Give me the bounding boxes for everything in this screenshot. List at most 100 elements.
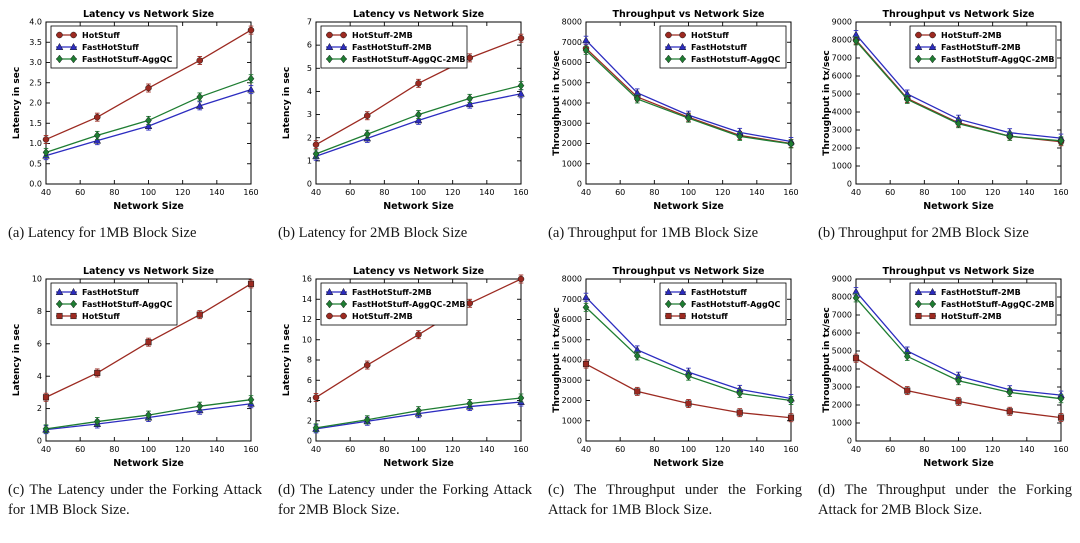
- x-tick-label: 120: [175, 188, 190, 197]
- legend-label: FastHotStuff-2MB: [352, 43, 432, 52]
- figure-caption: (a) Latency for 1MB Block Size: [8, 225, 197, 241]
- latency-forking-1mb-chart: 40 60 80 100 120 140 160 0 2 4 6 8 10 Latency vs Netw…: [12, 266, 259, 469]
- latency-forking-2mb-chart: 40 60 80 100 120 140 160 0 2 4 6 8 10 12 14 16 Latency v…: [282, 266, 529, 469]
- legend-label: FastHotStuff-AggQC-2MB: [352, 300, 466, 309]
- x-tick-label: 40: [311, 188, 321, 197]
- axis-ticks: 40 60 80 100 120 140 160 0 1000 2000 3000 4000 5000 6…: [832, 275, 1069, 454]
- x-tick-label: 80: [379, 445, 389, 454]
- y-tick-label: 1.0: [29, 139, 42, 148]
- x-axis-label: Network Size: [383, 201, 454, 212]
- legend-label: FastHotstuff: [691, 43, 747, 52]
- x-tick-label: 160: [513, 445, 528, 454]
- x-tick-label: 160: [783, 188, 798, 197]
- x-tick-label: 140: [479, 188, 494, 197]
- x-tick-label: 100: [411, 188, 426, 197]
- x-tick-label: 100: [681, 188, 696, 197]
- figure-latency-forking-2mb: 40 60 80 100 120 140 160 0 2 4 6 8 10 12 14 16 Latency v…: [270, 263, 540, 520]
- x-tick-label: 40: [581, 445, 591, 454]
- x-tick-label: 120: [715, 445, 730, 454]
- legend-label: FastHotstuff-AggQC: [691, 300, 781, 309]
- figure-grid: 40 60 80 100 120 140 160 0.0 0.5 1.0 1.5 2.0 2.5 3.0 3…: [0, 6, 1072, 520]
- x-tick-label: 40: [581, 188, 591, 197]
- chart-title: Throughput vs Network Size: [883, 9, 1035, 20]
- x-tick-label: 40: [311, 445, 321, 454]
- legend: FastHotStuff-2MB FastHotStuff-AggQC-2MB Ho…: [909, 282, 1057, 326]
- x-axis-label: Network Size: [383, 458, 454, 469]
- chart-title: Latency vs Network Size: [83, 266, 214, 277]
- chart-title: Latency vs Network Size: [83, 9, 214, 20]
- y-tick-label: 3000: [832, 383, 852, 392]
- legend-label: FastHotStuff-2MB: [352, 288, 432, 297]
- y-axis-label: Latency in sec: [12, 324, 22, 396]
- axis-ticks: 40 60 80 100 120 140 160 0 1000 2000 3000 4000 5000 6…: [832, 18, 1069, 197]
- figure-latency-2mb: 40 60 80 100 120 140 160 0 1 2 3 4 5 6 7 Latency vs Net…: [270, 6, 540, 243]
- x-tick-label: 80: [109, 188, 119, 197]
- y-tick-label: 7000: [832, 311, 852, 320]
- legend: FastHotStuff FastHotStuff-AggQC HotStuff: [50, 282, 178, 326]
- y-tick-label: 0: [847, 437, 852, 446]
- y-tick-label: 3: [307, 110, 312, 119]
- throughput-forking-2mb-chart: 40 60 80 100 120 140 160 0 1000 2000 3000 4000 5000 6…: [822, 266, 1069, 469]
- y-tick-label: 7000: [562, 295, 582, 304]
- y-tick-label: 2: [307, 416, 312, 425]
- x-tick-label: 160: [243, 188, 258, 197]
- x-tick-label: 100: [141, 188, 156, 197]
- y-tick-label: 10: [302, 335, 312, 344]
- y-tick-label: 4000: [832, 365, 852, 374]
- axis-ticks: 40 60 80 100 120 140 160 0 1000 2000 3000 4000 5000 6…: [562, 275, 799, 454]
- y-tick-label: 8: [307, 356, 312, 365]
- legend: HotStuff FastHotstuff FastHotstuff-AggQC: [659, 25, 787, 69]
- legend-label: FastHotStuff-AggQC-2MB: [352, 55, 466, 64]
- legend: HotStuff-2MB FastHotStuff-2MB FastHotStuff…: [909, 25, 1057, 69]
- legend-label: HotStuff: [82, 312, 120, 321]
- y-tick-label: 3000: [562, 119, 582, 128]
- legend-label: FastHotStuff-2MB: [941, 288, 1021, 297]
- series-HotStuff-2MB: [312, 33, 525, 150]
- figure-throughput-forking-1mb: 40 60 80 100 120 140 160 0 1000 2000 3000 4000 5000 6…: [540, 263, 810, 520]
- chart-title: Throughput vs Network Size: [883, 266, 1035, 277]
- series-HotStuff-2MB: [852, 353, 1065, 423]
- x-tick-label: 80: [919, 445, 929, 454]
- x-tick-label: 100: [951, 445, 966, 454]
- y-tick-label: 0: [307, 437, 312, 446]
- chart-title: Latency vs Network Size: [353, 9, 484, 20]
- legend-label: HotStuff-2MB: [941, 31, 1002, 40]
- latency-1mb-chart: 40 60 80 100 120 140 160 0.0 0.5 1.0 1.5 2.0 2.5 3.0 3…: [12, 9, 259, 212]
- legend-label: FastHotStuff-AggQC-2MB: [941, 55, 1055, 64]
- legend-label: FastHotStuff: [82, 43, 139, 52]
- x-tick-label: 40: [41, 188, 51, 197]
- x-tick-label: 40: [41, 445, 51, 454]
- axis-ticks: 40 60 80 100 120 140 160 0 1 2 3 4 5 6 7: [307, 18, 529, 197]
- y-tick-label: 12: [302, 315, 312, 324]
- y-tick-label: 6000: [562, 58, 582, 67]
- figure-latency-1mb: 40 60 80 100 120 140 160 0.0 0.5 1.0 1.5 2.0 2.5 3.0 3…: [0, 6, 270, 243]
- y-axis-label: Throughput in tx/sec: [552, 50, 562, 156]
- y-tick-label: 0.5: [29, 159, 42, 168]
- legend-label: FastHotstuff-AggQC: [691, 55, 781, 64]
- series-HotStuff-2MB: [312, 274, 525, 403]
- x-tick-label: 140: [209, 188, 224, 197]
- legend-label: FastHotstuff: [691, 288, 747, 297]
- x-tick-label: 160: [243, 445, 258, 454]
- y-tick-label: 16: [302, 275, 312, 284]
- y-tick-label: 2.0: [29, 99, 42, 108]
- x-tick-label: 160: [513, 188, 528, 197]
- series-FastHotStuff-AggQC: [42, 74, 255, 157]
- y-tick-label: 5000: [562, 335, 582, 344]
- legend-label: FastHotStuff-AggQC: [82, 300, 173, 309]
- y-tick-label: 8000: [562, 18, 582, 27]
- x-tick-label: 100: [411, 445, 426, 454]
- x-tick-label: 140: [209, 445, 224, 454]
- figure-throughput-1mb: 40 60 80 100 120 140 160 0 1000 2000 3000 4000 5000 6…: [540, 6, 810, 243]
- series-line: [855, 357, 1062, 419]
- x-tick-label: 40: [851, 188, 861, 197]
- series-FastHotstuff-AggQC: [582, 303, 795, 406]
- x-tick-label: 120: [445, 188, 460, 197]
- y-tick-label: 0: [847, 180, 852, 189]
- series-HotStuff: [42, 279, 255, 402]
- y-tick-label: 14: [302, 295, 312, 304]
- series-FastHotstuff-AggQC: [582, 45, 795, 149]
- legend: HotStuff FastHotStuff FastHotStuff-AggQC: [50, 25, 178, 69]
- axis-ticks: 40 60 80 100 120 140 160 0 2 4 6 8 10 12 14 16: [302, 275, 529, 454]
- y-tick-label: 2000: [562, 139, 582, 148]
